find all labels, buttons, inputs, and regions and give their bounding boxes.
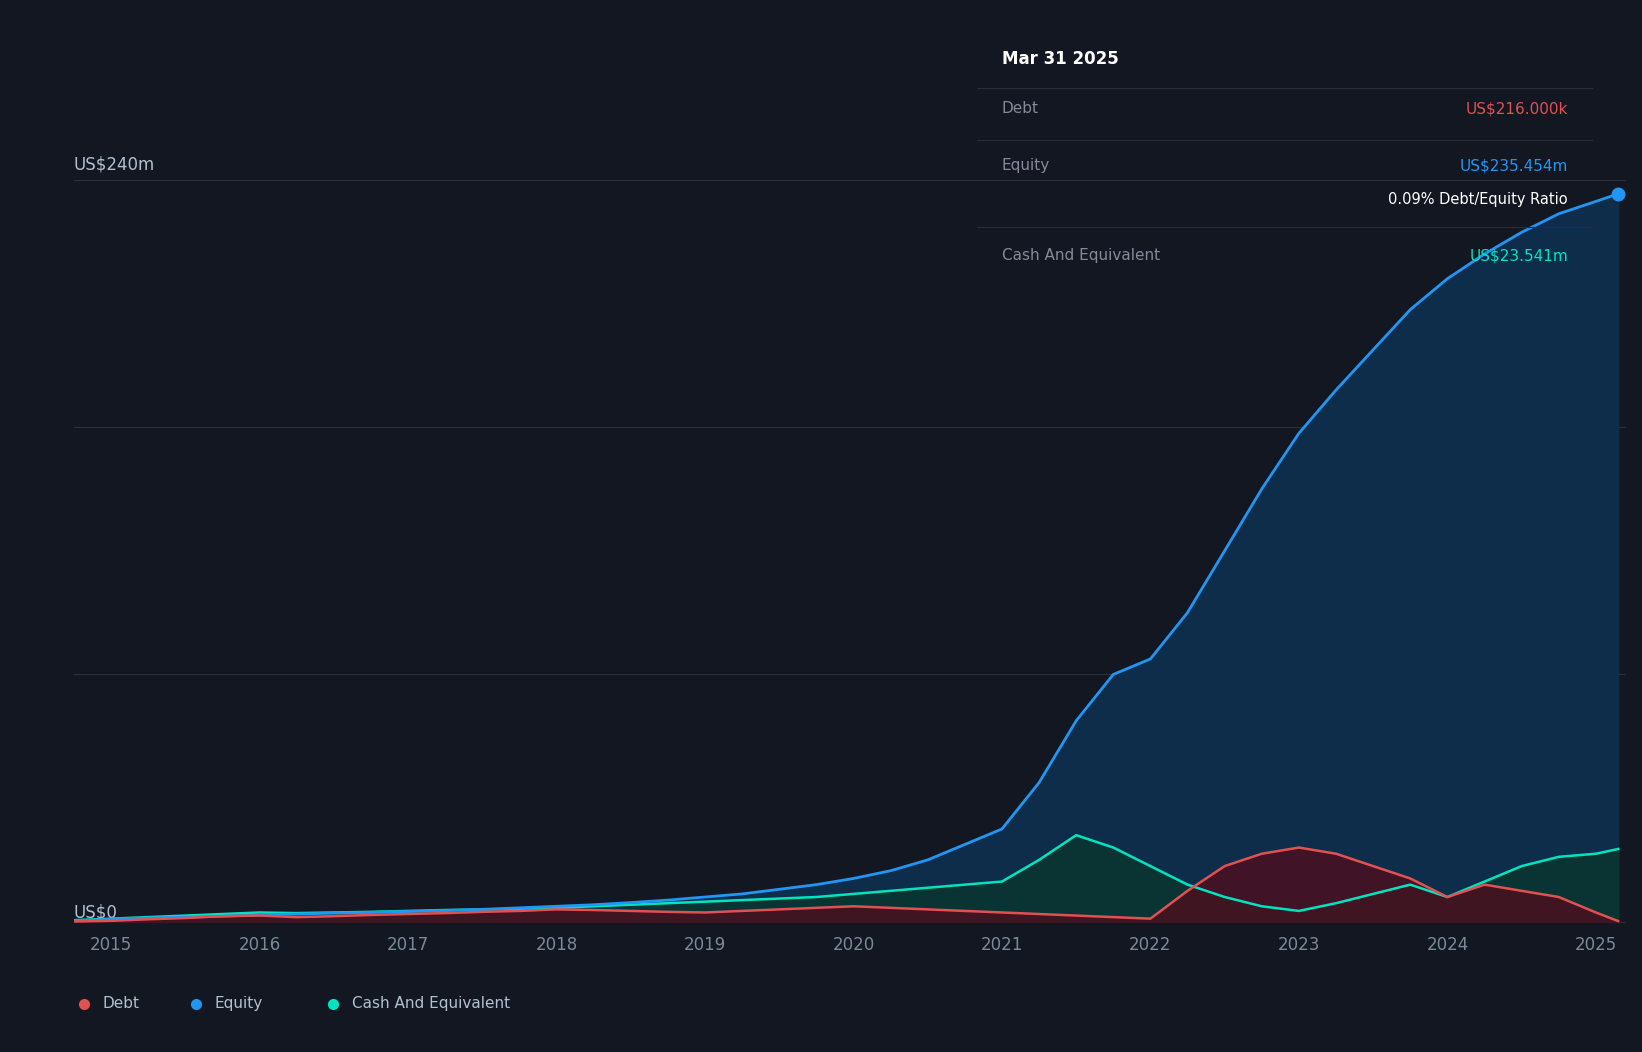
Text: Equity: Equity bbox=[215, 996, 263, 1011]
Text: Cash And Equivalent: Cash And Equivalent bbox=[1002, 248, 1159, 263]
Text: Debt: Debt bbox=[1002, 101, 1039, 117]
Text: US$0: US$0 bbox=[74, 904, 118, 922]
Text: US$23.541m: US$23.541m bbox=[1470, 248, 1568, 263]
Text: Debt: Debt bbox=[102, 996, 140, 1011]
Text: Cash And Equivalent: Cash And Equivalent bbox=[351, 996, 511, 1011]
Text: US$240m: US$240m bbox=[74, 156, 154, 174]
Text: Equity: Equity bbox=[1002, 158, 1049, 174]
Text: Mar 31 2025: Mar 31 2025 bbox=[1002, 49, 1118, 67]
Text: US$235.454m: US$235.454m bbox=[1460, 158, 1568, 174]
Text: US$216.000k: US$216.000k bbox=[1466, 101, 1568, 117]
Text: 0.09% Debt/Equity Ratio: 0.09% Debt/Equity Ratio bbox=[1389, 191, 1568, 206]
